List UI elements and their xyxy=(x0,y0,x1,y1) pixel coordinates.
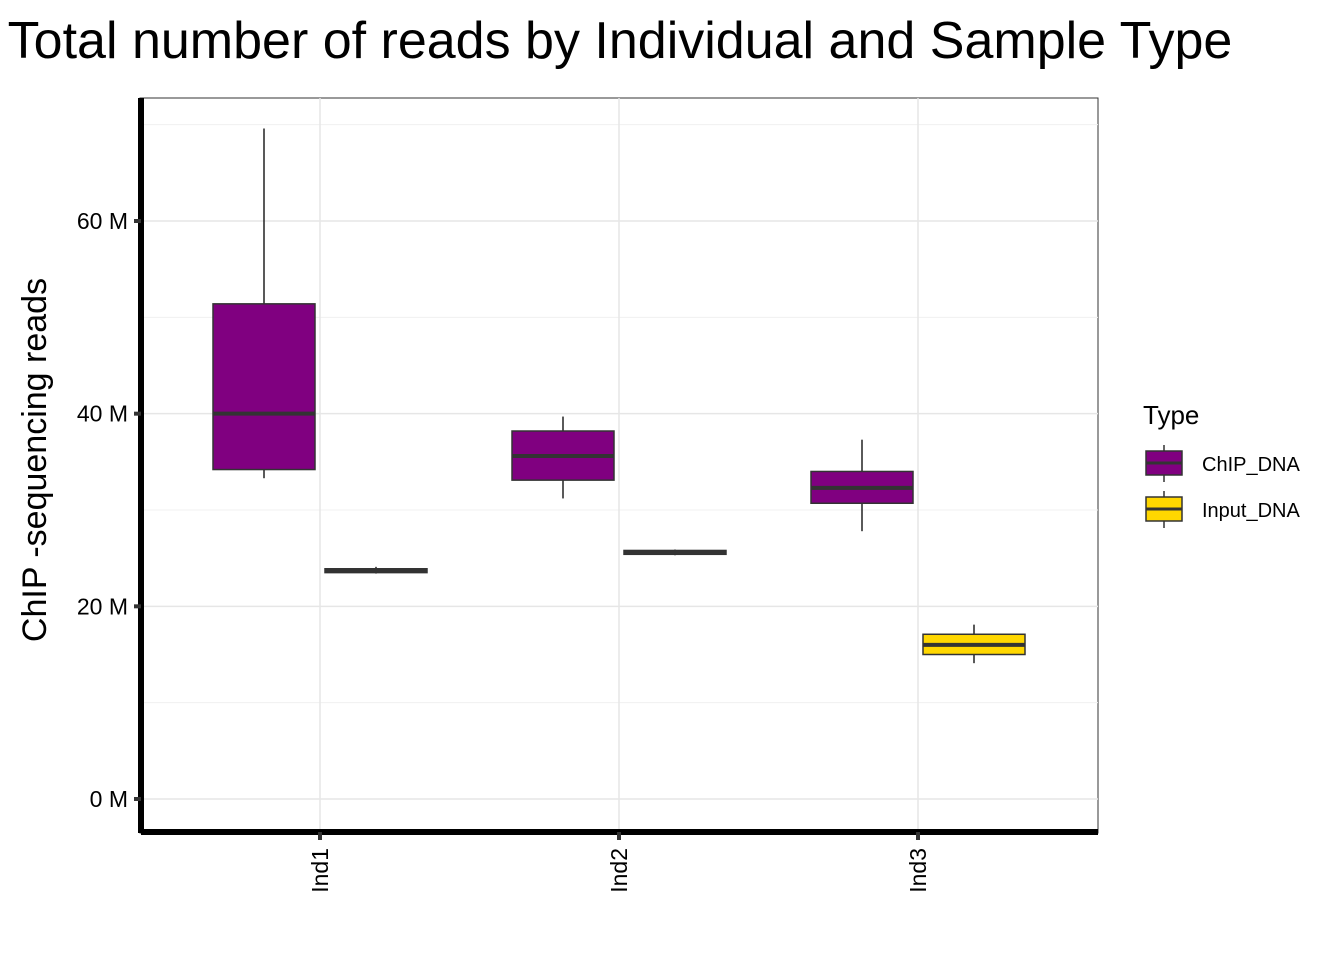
y-tick-label: 0 M xyxy=(90,786,128,812)
y-axis-ticks: 0 M 20 M 40 M 60 M xyxy=(77,208,141,812)
legend-label: Input_DNA xyxy=(1202,500,1300,522)
grid-lines xyxy=(141,98,1098,833)
box-Input_DNA-Ind3 xyxy=(922,624,1026,664)
legend-item-ChIP_DNA: ChIP_DNA xyxy=(1145,445,1300,482)
chart-title: Total number of reads by Individual and … xyxy=(8,12,1233,70)
box-ChIP_DNA-Ind1 xyxy=(212,128,316,479)
box-Input_DNA-Ind1 xyxy=(324,566,428,574)
x-tick-label: Ind1 xyxy=(307,848,333,893)
legend-label: ChIP_DNA xyxy=(1202,454,1300,476)
y-tick-label: 40 M xyxy=(77,401,128,427)
y-tick-label: 60 M xyxy=(77,208,128,234)
x-tick-label: Ind3 xyxy=(905,848,931,893)
legend-item-Input_DNA: Input_DNA xyxy=(1145,491,1300,528)
legend-title: Type xyxy=(1143,400,1199,430)
box-Input_DNA-Ind2 xyxy=(623,549,727,556)
box-ChIP_DNA-Ind3 xyxy=(810,439,914,532)
x-tick-label: Ind2 xyxy=(606,848,632,893)
y-axis-label: ChIP -sequencing reads xyxy=(16,278,54,642)
legend: Type ChIP_DNA Input_DNA xyxy=(1143,400,1300,528)
boxes xyxy=(212,128,1026,664)
y-tick-label: 20 M xyxy=(77,593,128,619)
x-axis-ticks: Ind1 Ind2 Ind3 xyxy=(307,832,931,893)
legend-items: ChIP_DNA Input_DNA xyxy=(1145,445,1300,528)
plot-area: 0 M 20 M 40 M 60 M Ind1 Ind2 Ind3 xyxy=(77,97,1099,893)
box-ChIP_DNA-Ind2 xyxy=(511,416,615,499)
box-iqr xyxy=(212,303,316,471)
